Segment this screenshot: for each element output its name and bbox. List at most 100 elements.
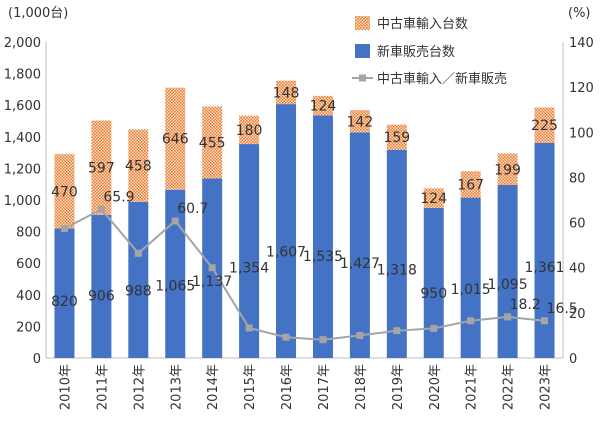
- bar-used-car-imports: [386, 124, 407, 150]
- ratio-value-label: 18.2: [510, 297, 541, 313]
- used-car-value-label: 597: [88, 161, 115, 177]
- ratio-marker: [245, 324, 253, 332]
- bar-used-car-imports: [460, 171, 481, 198]
- ratio-line: [63, 207, 545, 341]
- ratio-marker: [134, 249, 142, 257]
- bar-used-car-imports: [202, 106, 223, 179]
- ratio-value-label: 60.7: [177, 201, 208, 217]
- ratio-marker: [97, 205, 105, 213]
- legend-label-used-car-imports: 中古車輸入台数: [377, 17, 468, 32]
- bar-new-car-sales: [128, 201, 149, 358]
- bar-new-car-sales: [349, 132, 370, 358]
- bar-used-car-imports: [165, 87, 186, 190]
- bar-used-car-imports: [54, 154, 75, 229]
- ratio-marker: [208, 264, 216, 272]
- bar-new-car-sales: [91, 214, 112, 358]
- bars-layer: [54, 80, 555, 359]
- bar-new-car-sales: [497, 184, 518, 358]
- left-tick-label: 1,000: [4, 194, 41, 209]
- new-car-value-label: 1,607: [266, 244, 306, 260]
- new-car-value-label: 906: [88, 289, 115, 305]
- legend-swatch-used-car-imports: [355, 16, 370, 30]
- left-axis-unit: (1,000台): [8, 6, 68, 21]
- x-tick-label: 2013年: [169, 364, 184, 410]
- new-car-value-label: 1,427: [340, 256, 380, 272]
- new-car-value-label: 1,535: [303, 249, 343, 265]
- new-car-value-label: 1,137: [192, 274, 232, 290]
- used-car-value-label: 180: [236, 123, 263, 139]
- x-tick-label: 2018年: [354, 364, 369, 410]
- right-tick-label: 20: [569, 307, 586, 322]
- new-car-value-label: 988: [125, 284, 152, 300]
- legend-label-new-car-sales: 新車販売台数: [377, 44, 455, 60]
- bar-used-car-imports: [276, 80, 297, 105]
- axes-layer: 02004006008001,0001,2001,4001,6001,8002,…: [4, 6, 594, 410]
- right-tick-label: 80: [569, 171, 586, 186]
- ratio-marker: [430, 324, 438, 332]
- x-tick-label: 2014年: [206, 364, 221, 410]
- left-tick-label: 200: [16, 320, 41, 335]
- ratio-marker: [393, 327, 401, 335]
- x-tick-label: 2023年: [539, 364, 554, 410]
- bar-new-car-sales: [276, 104, 297, 359]
- x-tick-label: 2016年: [280, 364, 295, 410]
- legend-label-ratio: 中古車輸入／新車販売: [377, 71, 507, 87]
- bar-used-car-imports: [128, 129, 149, 202]
- left-tick-label: 2,000: [4, 36, 41, 51]
- ratio-value-label: 16.5: [547, 301, 578, 317]
- used-car-value-label: 455: [199, 135, 226, 151]
- left-tick-label: 1,400: [4, 131, 41, 146]
- used-car-value-label: 470: [51, 184, 78, 200]
- right-tick-label: 0: [569, 352, 577, 367]
- used-car-value-label: 458: [125, 159, 152, 175]
- new-car-value-label: 1,095: [488, 277, 528, 293]
- x-tick-label: 2010年: [58, 364, 73, 410]
- left-tick-label: 800: [16, 226, 41, 241]
- bar-new-car-sales: [534, 142, 555, 358]
- x-tick-label: 2021年: [465, 364, 480, 410]
- x-tick-label: 2012年: [132, 364, 147, 410]
- ratio-marker: [504, 313, 512, 321]
- new-car-value-label: 820: [51, 294, 78, 310]
- x-tick-label: 2011年: [95, 364, 110, 410]
- ratio-marker: [319, 336, 327, 344]
- x-tick-label: 2019年: [391, 364, 406, 410]
- bar-used-car-imports: [349, 110, 370, 133]
- bar-new-car-sales: [54, 228, 75, 358]
- bar-used-car-imports: [239, 115, 260, 145]
- left-tick-label: 1,200: [4, 162, 41, 177]
- ratio-marker: [541, 317, 549, 325]
- ratio-marker: [171, 217, 179, 225]
- bar-new-car-sales: [423, 207, 444, 358]
- bar-used-car-imports: [312, 95, 333, 116]
- used-car-value-label: 167: [457, 177, 484, 193]
- new-car-value-label: 1,354: [229, 260, 269, 276]
- bar-new-car-sales: [312, 115, 333, 358]
- bar-used-car-imports: [534, 107, 555, 143]
- bar-used-car-imports: [91, 120, 112, 215]
- used-car-value-label: 225: [531, 118, 558, 134]
- right-tick-label: 40: [569, 262, 586, 277]
- used-car-value-label: 159: [383, 130, 410, 146]
- x-tick-label: 2020年: [428, 364, 443, 410]
- x-tick-label: 2017年: [317, 364, 332, 410]
- legend-swatch-new-car-sales: [355, 44, 370, 58]
- ratio-marker: [356, 331, 364, 339]
- bar-new-car-sales: [460, 197, 481, 358]
- bar-used-car-imports: [423, 188, 444, 208]
- new-car-value-label: 1,318: [377, 263, 417, 279]
- right-tick-label: 120: [569, 81, 594, 96]
- right-tick-label: 140: [569, 36, 594, 51]
- left-tick-label: 600: [16, 257, 41, 272]
- used-car-value-label: 148: [273, 85, 300, 101]
- legend-swatch-ratio-marker: [359, 74, 366, 82]
- left-tick-label: 1,600: [4, 99, 41, 114]
- bar-new-car-sales: [239, 144, 260, 358]
- ratio-marker: [282, 333, 290, 341]
- right-tick-label: 60: [569, 217, 586, 232]
- new-car-value-label: 1,015: [451, 282, 491, 298]
- new-car-value-label: 950: [420, 286, 447, 302]
